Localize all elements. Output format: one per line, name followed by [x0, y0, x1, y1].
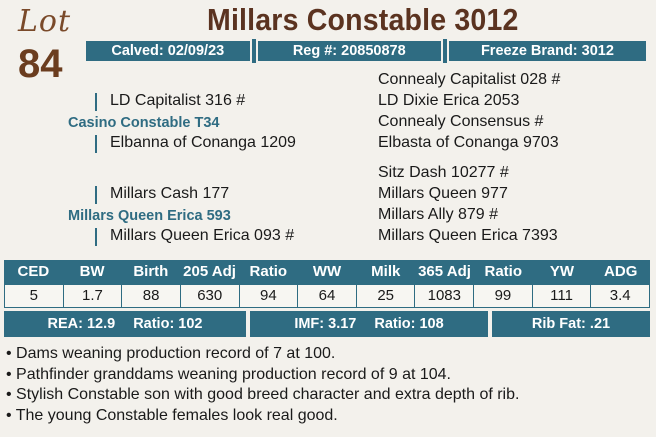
sire-name: Casino Constable T34: [68, 115, 220, 131]
note-item: • Pathfinder granddams weaning productio…: [6, 365, 451, 383]
epd-header: Birth: [133, 263, 169, 280]
rib-fat-value: Rib Fat: .21: [531, 316, 611, 332]
epd-value-row: 5 1.7 88 630 94 64 25 1083 99 111 3.4: [4, 284, 650, 308]
sire-dam-dam: Elbasta of Conanga 9703: [378, 134, 559, 151]
sire-sire-sire: Connealy Capitalist 028 #: [378, 71, 561, 88]
rea-ratio: Ratio: 102: [133, 316, 203, 332]
epd-value: 630: [181, 285, 240, 307]
freeze-brand: Freeze Brand: 3012: [446, 39, 648, 63]
sire-sire: LD Capitalist 316 #: [110, 92, 246, 109]
epd-value: 64: [298, 285, 357, 307]
epd-header: CED: [17, 263, 50, 280]
carcass-ribfat-bar: Rib Fat: .21: [492, 311, 650, 337]
epd-header: YW: [549, 263, 575, 280]
note-item: • The young Constable females look real …: [6, 406, 338, 424]
dam-sire: Millars Cash 177: [110, 185, 230, 202]
epd-header: WW: [312, 263, 342, 280]
epd-header: ADG: [604, 263, 638, 280]
carcass-imf-bar: IMF: 3.17 Ratio: 108: [250, 311, 488, 337]
pedigree-connector: [95, 93, 97, 111]
epd-header: Ratio: [249, 263, 288, 280]
epd-value: 25: [357, 285, 416, 307]
lot-number: 84: [18, 42, 63, 86]
dam-dam-dam: Millars Queen Erica 7393: [378, 227, 558, 244]
epd-value: 1.7: [64, 285, 123, 307]
pedigree-connector: [95, 135, 97, 153]
epd-header: 365 Adj: [418, 263, 471, 280]
epd-header: BW: [79, 263, 105, 280]
epd-value: 88: [122, 285, 181, 307]
epd-header-row: CED BW Birth 205 Adj Ratio WW Milk 365 A…: [4, 260, 650, 284]
epd-header: Ratio: [484, 263, 522, 280]
note-item: • Dams weaning production record of 7 at…: [6, 345, 336, 362]
sire-dam: Elbanna of Conanga 1209: [110, 134, 296, 151]
epd-header: 205 Adj: [183, 263, 236, 280]
epd-value: 3.4: [609, 287, 631, 304]
epd-value: 99: [474, 285, 533, 307]
imf-ratio: Ratio: 108: [374, 316, 444, 332]
epd-value: 111: [533, 285, 592, 307]
page-title: Millars Constable 3012: [207, 2, 519, 37]
dam-sire-dam: Millars Queen 977: [378, 185, 508, 202]
epd-value: 94: [240, 285, 299, 307]
epd-value: 5: [5, 285, 64, 307]
lot-label: Lot: [18, 4, 72, 39]
calved-date: Calved: 02/09/23: [84, 39, 252, 63]
pedigree-connector: [95, 228, 97, 246]
imf-value: IMF: 3.17: [294, 316, 357, 332]
sire-sire-dam: LD Dixie Erica 2053: [378, 92, 520, 109]
dam-name: Millars Queen Erica 593: [68, 208, 231, 224]
note-item: • Stylish Constable son with good breed …: [6, 386, 520, 403]
pedigree-connector: [95, 186, 97, 204]
rea-value: REA: 12.9: [47, 316, 116, 332]
sire-dam-sire: Connealy Consensus #: [378, 113, 544, 130]
registration-number: Reg #: 20850878: [255, 39, 443, 63]
notes-list: • Dams weaning production record of 7 at…: [6, 344, 646, 426]
info-bar: Calved: 02/09/23 Reg #: 20850878 Freeze …: [84, 39, 648, 63]
dam-dam: Millars Queen Erica 093 #: [110, 227, 295, 244]
carcass-rea-bar: REA: 12.9 Ratio: 102: [4, 311, 246, 337]
dam-dam-sire: Millars Ally 879 #: [378, 206, 499, 223]
epd-value: 1083: [415, 285, 475, 307]
epd-header: Milk: [371, 263, 401, 280]
dam-sire-sire: Sitz Dash 10277 #: [378, 164, 509, 181]
